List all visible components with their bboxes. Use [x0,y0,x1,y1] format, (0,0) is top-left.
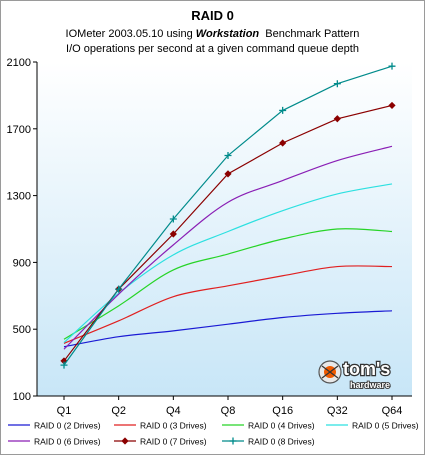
y-tick-label: 900 [13,257,31,269]
data-point [169,230,177,238]
legend-item: RAID 0 (5 Drives) [326,421,419,431]
series-line [63,145,393,350]
legend-label: RAID 0 (6 Drives) [34,437,101,447]
y-tick-label: 500 [13,324,31,336]
legend-label: RAID 0 (3 Drives) [140,421,207,431]
data-point [279,139,287,147]
series-5 [63,145,393,350]
series-3 [63,228,393,340]
legend-item: RAID 0 (3 Drives) [114,421,207,431]
legend-item: RAID 0 (4 Drives) [222,421,315,431]
subtitle-pattern: Workstation [195,28,260,40]
data-point [60,361,68,369]
data-point [169,215,177,223]
axes: 100 500 900 1300 1700 2100 Q1 Q2 Q4 Q8 Q16 Q32 Q64 [7,57,412,417]
series-4 [63,183,393,344]
series-2 [63,265,393,344]
data-point [279,106,287,114]
series-line [63,310,393,348]
legend-label: RAID 0 (5 Drives) [352,421,419,431]
series-line [63,228,393,340]
series-lines [60,62,396,369]
legend-label: RAID 0 (2 Drives) [34,421,101,431]
logo-text-toms: tom's [343,359,390,379]
data-point [224,152,232,160]
chart-subtitle: IOMeter 2003.05.10 using Workstation Ben… [0,28,425,40]
x-tick-label: Q2 [111,405,126,417]
chart-subtitle-2: I/O operations per second at a given com… [66,43,359,55]
legend-item: RAID 0 (7 Drives) [114,437,207,447]
x-tick-label: Q8 [221,405,236,417]
legend-item: RAID 0 (6 Drives) [8,437,101,447]
subtitle-post: Benchmark Pattern [259,28,360,40]
x-tick-label: Q64 [382,405,403,417]
data-point [224,170,232,178]
y-tick-label: 1700 [7,124,31,136]
series-line [63,265,393,344]
logo-text-hardware: hardware [350,380,390,390]
y-tick-label: 100 [13,391,31,403]
chart-title: RAID 0 [191,8,234,23]
x-tick-label: Q16 [272,405,293,417]
data-point [333,80,341,88]
series-1 [63,310,393,348]
legend: RAID 0 (2 Drives) RAID 0 (3 Drives) RAID 0… [8,421,419,447]
data-point [115,285,123,293]
y-tick-label: 2100 [7,57,31,69]
series-line [63,183,393,344]
legend-item: RAID 0 (8 Drives) [222,437,315,447]
x-tick-label: Q1 [57,405,72,417]
legend-item: RAID 0 (2 Drives) [8,421,101,431]
legend-label: RAID 0 (7 Drives) [140,437,207,447]
data-point [388,101,396,110]
series-7 [60,62,396,369]
legend-marker [121,437,129,445]
x-tick-label: Q32 [327,405,348,417]
x-tick-label: Q4 [166,405,181,417]
subtitle-pre: IOMeter 2003.05.10 using [65,28,196,40]
data-point [388,62,396,70]
data-point [333,115,341,123]
legend-label: RAID 0 (8 Drives) [248,437,315,447]
legend-marker [229,437,237,445]
y-tick-label: 1300 [7,191,31,203]
legend-label: RAID 0 (4 Drives) [248,421,315,431]
toms-hardware-logo: tom's hardware [318,358,391,391]
